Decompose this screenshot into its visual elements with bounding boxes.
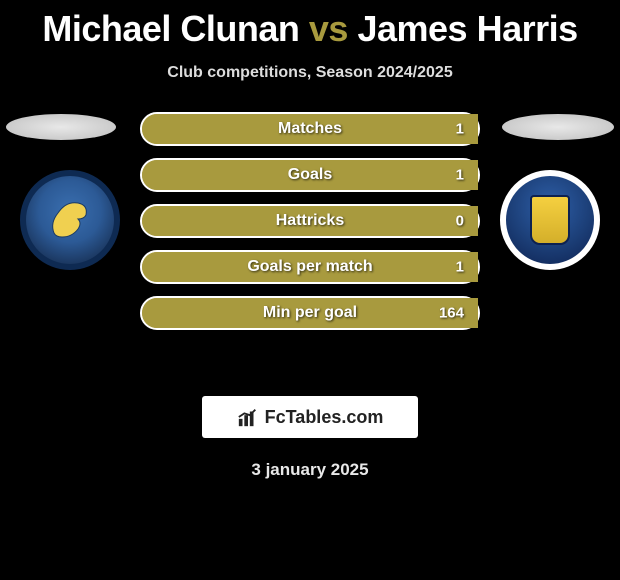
pedestal-right [502,114,614,140]
subtitle: Club competitions, Season 2024/2025 [0,64,620,82]
comparison-stage: Matches1Goals1Hattricks0Goals per match1… [0,112,620,372]
brand-badge: FcTables.com [202,396,418,438]
stat-bar-label: Hattricks [142,212,478,230]
page-title: Michael Clunan vs James Harris [0,0,620,50]
stat-bar-value-right: 1 [456,167,464,184]
stat-bar-value-right: 0 [456,213,464,230]
stat-bar-goals-per-match: Goals per match1 [140,250,480,284]
stat-bar-value-right: 164 [439,305,464,322]
stat-bar-hattricks: Hattricks0 [140,204,480,238]
stat-bars: Matches1Goals1Hattricks0Goals per match1… [140,112,480,342]
brand-text: FcTables.com [265,407,384,428]
title-vs: vs [309,8,348,49]
shield-icon [530,195,570,245]
stat-bar-value-right: 1 [456,259,464,276]
stat-bar-value-right: 1 [456,121,464,138]
stat-bar-label: Min per goal [142,304,478,322]
stat-bar-label: Goals [142,166,478,184]
date-text: 3 january 2025 [0,460,620,480]
pedestal-left [6,114,116,140]
stat-bar-goals: Goals1 [140,158,480,192]
stat-bar-min-per-goal: Min per goal164 [140,296,480,330]
club-badge-right [500,170,600,270]
bird-icon [48,193,92,247]
stat-bar-label: Matches [142,120,478,138]
stat-bar-label: Goals per match [142,258,478,276]
stat-bar-matches: Matches1 [140,112,480,146]
chart-icon [237,406,259,428]
club-badge-left [20,170,120,270]
title-player1: Michael Clunan [42,8,299,49]
title-player2: James Harris [357,8,577,49]
